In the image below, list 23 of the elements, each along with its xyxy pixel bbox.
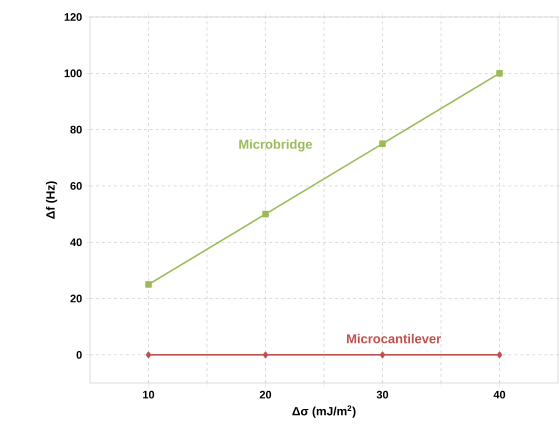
point [496,352,502,358]
series-label: Microcantilever [347,334,441,344]
point [379,140,386,147]
point [145,281,152,288]
point [380,352,386,358]
x-tick-label: 20 [260,390,272,399]
y-axis-title: Δf (Hz) [46,181,58,219]
point [262,352,268,358]
y-tick-label: 40 [70,238,82,246]
y-tick-label: 120 [64,13,82,21]
x-tick-label: 40 [494,390,506,399]
text: Microbridge [239,139,312,152]
point [496,70,503,77]
x-tick-label: 30 [376,390,388,399]
y-tick-label: 100 [64,69,82,78]
y-tick-label: 0 [76,350,82,359]
x-axis-title: Δσ (mJ/m$^{2}$) [292,405,356,418]
point [262,210,269,218]
y-tick-label: 80 [70,126,82,134]
x-tick-label: 10 [143,390,154,399]
y-tick-label: 20 [70,294,82,302]
point [146,352,152,358]
y-tick-label: 60 [70,182,82,190]
